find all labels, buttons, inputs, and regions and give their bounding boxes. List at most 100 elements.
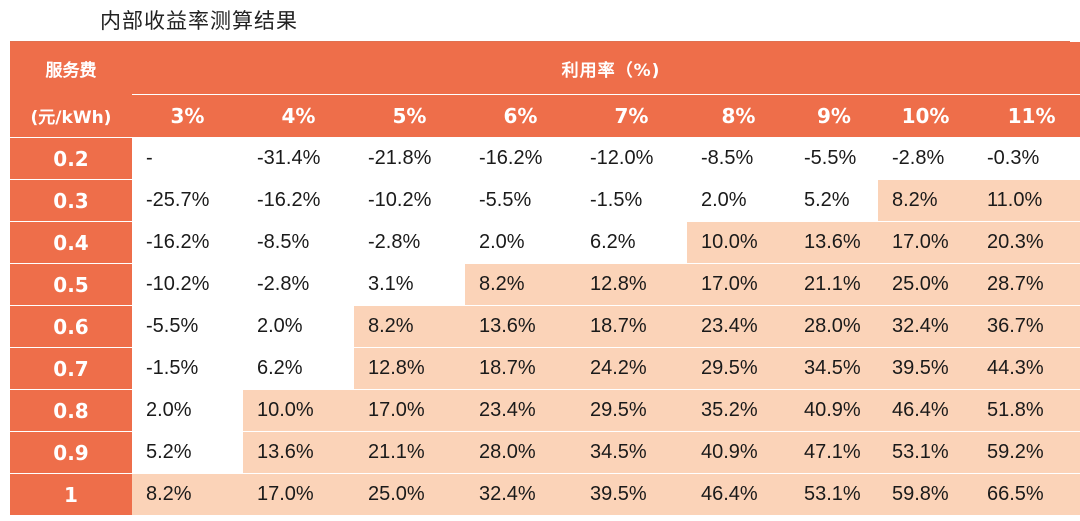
table-cell: -12.0% (576, 137, 687, 180)
table-cell: -5.5% (790, 137, 878, 180)
row-label-fee: 0.4 (10, 221, 132, 264)
column-header-rate: 7% (576, 94, 687, 138)
table-cell: -1.5% (132, 347, 243, 390)
row-label-fee: 1 (10, 473, 132, 515)
table-cell: 66.5% (973, 473, 1080, 515)
table-cell: 24.2% (576, 347, 687, 390)
table-cell: - (132, 137, 243, 180)
header-row-rates: (元/kWh) 3% 4% 5% 6% 7% 8% 9% 10% 11% (10, 94, 1080, 138)
table-cell: -25.7% (132, 179, 243, 222)
table-cell: 11.0% (973, 179, 1080, 222)
table-cell: 12.8% (354, 347, 465, 390)
table-cell: 21.1% (354, 431, 465, 474)
table-cell: 23.4% (465, 389, 576, 432)
table-row: 0.3 -25.7% -16.2% -10.2% -5.5% -1.5% 2.0% 5.2% 8… (10, 179, 1080, 222)
table-cell: 40.9% (790, 389, 878, 432)
corner-label-fee: 服务费 (10, 42, 132, 95)
row-label-fee: 0.2 (10, 137, 132, 180)
table-cell: -10.2% (132, 263, 243, 306)
table-cell: 46.4% (687, 473, 790, 515)
table-cell: -2.8% (878, 137, 973, 180)
table-cell: 36.7% (973, 305, 1080, 348)
page-title: 内部收益率测算结果 (100, 9, 298, 33)
table-cell: 28.7% (973, 263, 1080, 306)
table-row: 0.2- -31.4% -21.8% -16.2% -12.0% -8.5% -5.5% -2… (10, 137, 1080, 180)
table-cell: 13.6% (465, 305, 576, 348)
table-cell: 35.2% (687, 389, 790, 432)
column-header-rate: 4% (243, 94, 354, 138)
table-cell: 21.1% (790, 263, 878, 306)
column-header-rate: 8% (687, 94, 790, 138)
table-cell: -2.8% (354, 221, 465, 264)
table-cell: 2.0% (687, 179, 790, 222)
table-cell: 23.4% (687, 305, 790, 348)
table-cell: 6.2% (243, 347, 354, 390)
table-cell: 34.5% (576, 431, 687, 474)
table-cell: 10.0% (243, 389, 354, 432)
header-row-utilization: 服务费 利用率（%) (10, 42, 1080, 95)
table-cell: 40.9% (687, 431, 790, 474)
table-cell: 17.0% (243, 473, 354, 515)
table-cell: 46.4% (878, 389, 973, 432)
table-cell: 25.0% (354, 473, 465, 515)
table-cell: 51.8% (973, 389, 1080, 432)
table-cell: 39.5% (878, 347, 973, 390)
column-header-rate: 9% (790, 94, 878, 138)
table-cell: -5.5% (132, 305, 243, 348)
table-cell: 53.1% (878, 431, 973, 474)
utilization-header: 利用率（%) (132, 42, 1080, 95)
table-cell: 3.1% (354, 263, 465, 306)
table-cell: -2.8% (243, 263, 354, 306)
column-header-rate: 6% (465, 94, 576, 138)
row-label-fee: 0.8 (10, 389, 132, 432)
table-cell: -10.2% (354, 179, 465, 222)
table-cell: 5.2% (132, 431, 243, 474)
table-cell: 8.2% (354, 305, 465, 348)
title-divider (10, 41, 1070, 42)
row-label-fee: 0.9 (10, 431, 132, 474)
table-cell: 13.6% (243, 431, 354, 474)
table-row: 0.5 -10.2% -2.8% 3.1% 8.2% 12.8% 17.0% 21.1% 25.… (10, 263, 1080, 306)
table-cell: 2.0% (243, 305, 354, 348)
column-header-rate: 11% (973, 94, 1080, 138)
column-header-rate: 3% (132, 94, 243, 138)
table-cell: 39.5% (576, 473, 687, 515)
table-cell: 29.5% (687, 347, 790, 390)
table-cell: -8.5% (243, 221, 354, 264)
table-row: 1 8.2% 17.0% 25.0% 32.4% 39.5% 46.4% 53.1% 59.8%… (10, 473, 1080, 515)
table-cell: 17.0% (687, 263, 790, 306)
table-cell: 17.0% (354, 389, 465, 432)
row-label-fee: 0.3 (10, 179, 132, 222)
column-header-rate: 10% (878, 94, 973, 138)
table-cell: -16.2% (243, 179, 354, 222)
table-cell: 32.4% (878, 305, 973, 348)
table-cell: -16.2% (465, 137, 576, 180)
table-cell: 34.5% (790, 347, 878, 390)
table-cell: -21.8% (354, 137, 465, 180)
table-row: 0.9 5.2% 13.6% 21.1% 28.0% 34.5% 40.9% 47.1% 53.… (10, 431, 1080, 474)
table-cell: -31.4% (243, 137, 354, 180)
table-cell: -1.5% (576, 179, 687, 222)
table-row: 0.4 -16.2% -8.5% -2.8% 2.0% 6.2% 10.0% 13.6% 17.… (10, 221, 1080, 264)
table-row: 0.7 -1.5% 6.2% 12.8% 18.7% 24.2% 29.5% 34.5% 39.… (10, 347, 1080, 390)
table-cell: 8.2% (465, 263, 576, 306)
table-cell: 28.0% (790, 305, 878, 348)
table-cell: -8.5% (687, 137, 790, 180)
table-cell: 12.8% (576, 263, 687, 306)
table-cell: 59.8% (878, 473, 973, 515)
table-cell: 8.2% (878, 179, 973, 222)
table-cell: 29.5% (576, 389, 687, 432)
table-cell: 17.0% (878, 221, 973, 264)
column-header-rate: 5% (354, 94, 465, 138)
table-cell: 10.0% (687, 221, 790, 264)
table-row: 0.8 2.0% 10.0% 17.0% 23.4% 29.5% 35.2% 40.9% 46.… (10, 389, 1080, 432)
table-cell: 59.2% (973, 431, 1080, 474)
table-cell: 32.4% (465, 473, 576, 515)
table-cell: -5.5% (465, 179, 576, 222)
table-cell: 18.7% (465, 347, 576, 390)
table-cell: 8.2% (132, 473, 243, 515)
table-cell: 25.0% (878, 263, 973, 306)
irr-table-body: 服务费 利用率（%) (元/kWh) 3% 4% 5% 6% 7% 8% 9% 10% 11% … (10, 42, 1080, 515)
table-cell: 47.1% (790, 431, 878, 474)
table-cell: -0.3% (973, 137, 1080, 180)
